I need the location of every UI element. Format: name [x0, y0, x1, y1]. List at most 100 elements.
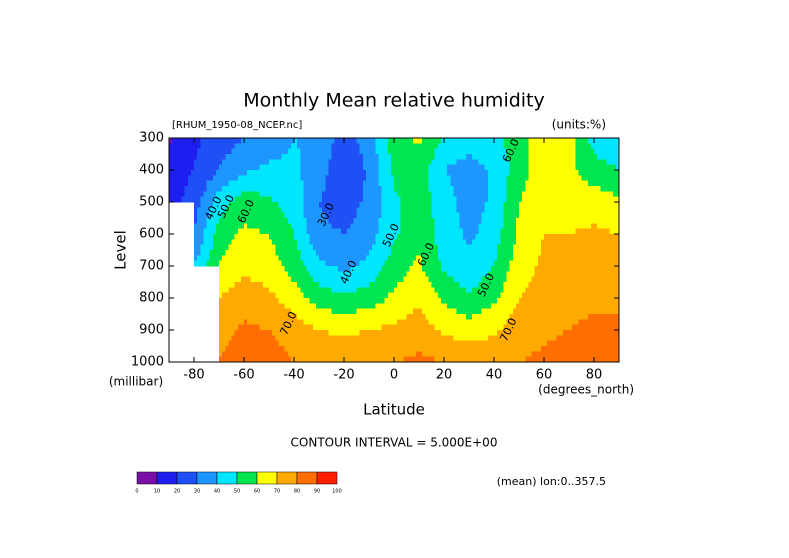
field-cell [406, 202, 411, 208]
field-cell [290, 298, 295, 304]
field-cell [197, 180, 201, 187]
field-cell [581, 212, 586, 219]
field-cell [534, 276, 539, 283]
field-cell [219, 335, 223, 342]
field-cell [397, 175, 401, 182]
field-cell [237, 282, 242, 288]
field-cell [215, 159, 220, 166]
field-cell [503, 180, 508, 187]
field-cell [356, 154, 361, 160]
field-cell [565, 154, 570, 160]
field-cell [553, 308, 558, 315]
field-cell [200, 164, 204, 171]
field-cell [497, 287, 501, 294]
field-cell [315, 314, 320, 320]
field-cell [459, 282, 464, 288]
field-cell [475, 260, 479, 267]
field-cell [559, 292, 564, 299]
field-cell [490, 228, 495, 235]
field-cell [325, 271, 329, 278]
field-cell [297, 266, 301, 272]
field-cell [528, 159, 533, 166]
field-cell [531, 234, 536, 240]
field-cell [228, 250, 233, 256]
field-cell [253, 335, 258, 342]
field-cell [397, 138, 401, 144]
field-cell [528, 324, 533, 331]
field-cell [600, 164, 604, 171]
field-cell [494, 202, 498, 208]
field-cell [434, 202, 439, 208]
field-cell [590, 202, 595, 208]
field-cell [615, 308, 620, 315]
field-cell [234, 340, 239, 347]
field-cell [400, 255, 404, 262]
field-cell [562, 308, 567, 315]
field-cell [512, 239, 517, 246]
field-cell [406, 266, 411, 272]
field-cell [228, 324, 233, 331]
field-cell [300, 319, 304, 326]
field-cell [375, 186, 379, 192]
field-cell [340, 314, 345, 320]
field-cell [387, 175, 392, 182]
field-cell [362, 324, 367, 331]
field-cell [462, 138, 467, 144]
field-cell [253, 175, 258, 182]
field-cell [337, 260, 342, 267]
field-cell [487, 260, 492, 267]
field-cell [525, 202, 529, 208]
field-cell [240, 196, 245, 203]
field-cell [381, 180, 386, 187]
field-cell [244, 170, 248, 176]
field-cell [319, 303, 323, 310]
field-cell [306, 287, 311, 294]
field-cell [337, 292, 342, 299]
field-cell [494, 164, 498, 171]
field-cell [331, 191, 336, 198]
field-cell [478, 266, 483, 272]
field-cell [575, 191, 579, 198]
field-cell [278, 276, 283, 283]
field-cell [615, 228, 620, 235]
field-cell [584, 271, 589, 278]
field-cell [481, 154, 486, 160]
field-cell [328, 186, 333, 192]
field-cell [478, 180, 483, 187]
field-cell [203, 159, 208, 166]
field-cell [572, 239, 576, 246]
field-cell [256, 159, 261, 166]
field-cell [272, 218, 276, 224]
field-cell [412, 159, 417, 166]
field-cell [456, 191, 461, 198]
field-cell [597, 154, 601, 160]
field-cell [422, 239, 426, 246]
field-cell [472, 186, 476, 192]
field-cell [409, 207, 414, 214]
field-cell [478, 319, 483, 326]
field-cell [437, 164, 442, 171]
field-cell [328, 207, 333, 214]
field-cell [231, 212, 236, 219]
field-cell [547, 218, 551, 224]
field-cell [572, 250, 576, 256]
field-cell [565, 218, 570, 224]
field-cell [347, 234, 351, 240]
field-cell [447, 164, 451, 171]
field-cell [219, 138, 223, 144]
field-cell [422, 212, 426, 219]
field-cell [412, 266, 417, 272]
field-cell [534, 175, 539, 182]
field-cell [378, 314, 383, 320]
field-cell [500, 175, 504, 182]
field-cell [603, 282, 608, 288]
field-cell [362, 255, 367, 262]
field-cell [397, 180, 401, 187]
field-cell [340, 266, 345, 272]
field-cell [615, 212, 620, 219]
field-cell [472, 255, 476, 262]
field-cell [572, 212, 576, 219]
field-cell [565, 164, 570, 171]
field-cell [234, 159, 239, 166]
field-cell [303, 154, 308, 160]
